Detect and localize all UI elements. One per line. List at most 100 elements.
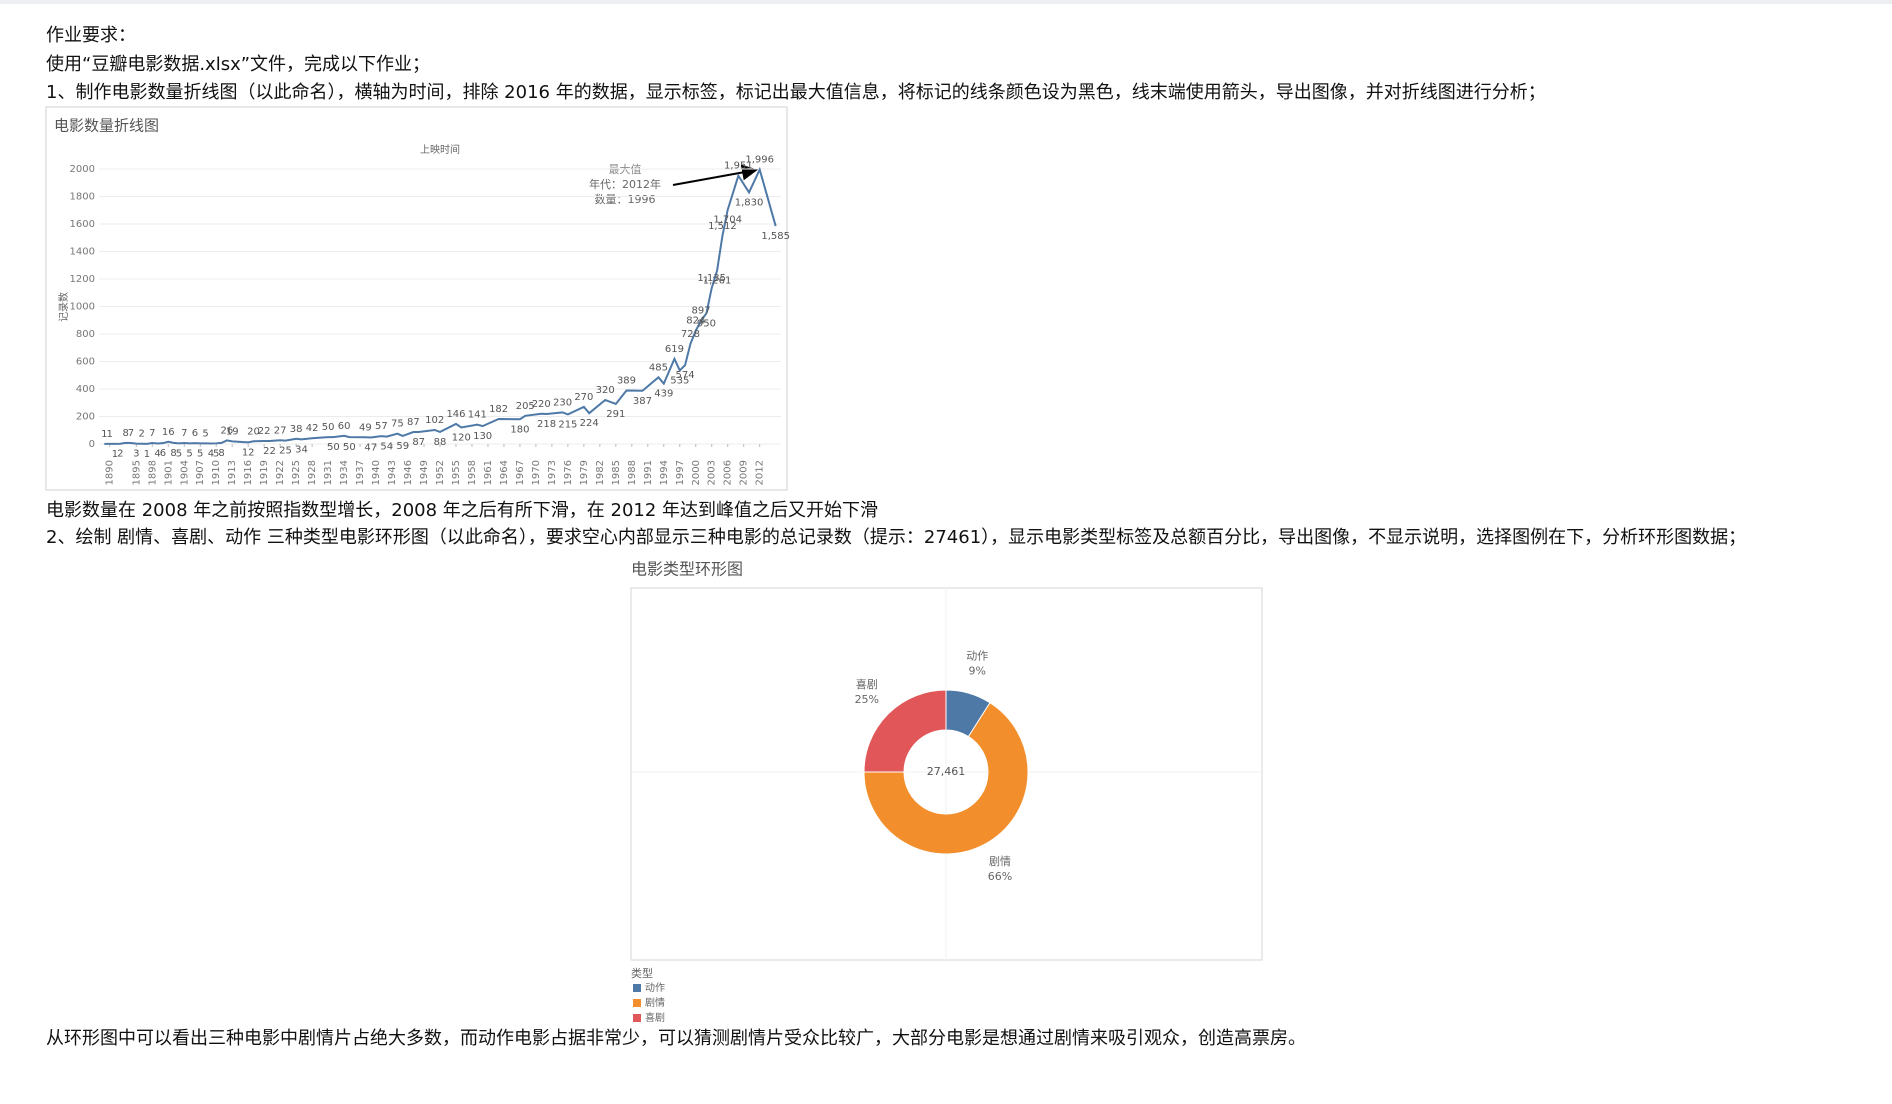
y-tick-label: 800 bbox=[76, 329, 95, 340]
data-label: 180 bbox=[510, 424, 529, 435]
x-tick-label: 1946 bbox=[403, 460, 414, 485]
data-label: 387 bbox=[633, 396, 652, 407]
x-tick-label: 2006 bbox=[723, 460, 734, 485]
x-tick-label: 2000 bbox=[691, 460, 702, 485]
x-tick-label: 1973 bbox=[547, 460, 558, 485]
data-label: 88 bbox=[434, 437, 447, 448]
data-label: 6 bbox=[192, 428, 198, 439]
x-axis-title: 上映时间 bbox=[420, 143, 460, 156]
y-tick-label: 200 bbox=[76, 412, 95, 423]
segment-label: 剧情 bbox=[989, 855, 1011, 868]
x-tick-label: 1937 bbox=[355, 460, 366, 485]
data-label: 950 bbox=[697, 318, 716, 329]
legend-title: 类型 bbox=[631, 966, 653, 980]
data-label: 59 bbox=[396, 441, 409, 452]
center-total: 27,461 bbox=[927, 765, 966, 778]
x-tick-label: 1985 bbox=[611, 460, 622, 485]
data-label: 50 bbox=[343, 442, 356, 453]
x-tick-label: 1967 bbox=[515, 460, 526, 485]
data-label: 54 bbox=[380, 442, 393, 453]
data-label: 485 bbox=[649, 362, 668, 373]
data-label: 1 bbox=[106, 429, 112, 440]
x-tick-label: 1934 bbox=[339, 460, 350, 485]
data-label: 1,135 bbox=[697, 273, 726, 284]
data-label: 2 bbox=[117, 449, 123, 460]
segment-percent: 9% bbox=[969, 664, 986, 677]
data-label: 8 bbox=[218, 448, 224, 459]
x-tick-label: 1904 bbox=[179, 460, 190, 485]
y-tick-label: 0 bbox=[89, 439, 95, 450]
data-label: 60 bbox=[338, 421, 351, 432]
data-label: 1,261 bbox=[703, 276, 732, 287]
data-label: 49 bbox=[359, 422, 372, 433]
data-label: 8 bbox=[122, 428, 128, 439]
data-label: 27 bbox=[274, 425, 287, 436]
y-tick-label: 1400 bbox=[70, 247, 95, 258]
data-label: 22 bbox=[258, 426, 271, 437]
x-tick-label: 2012 bbox=[755, 460, 766, 485]
data-label: 25 bbox=[279, 446, 292, 457]
x-tick-label: 1979 bbox=[579, 460, 590, 485]
data-label: 42 bbox=[306, 423, 319, 434]
x-tick-label: 1991 bbox=[643, 460, 654, 485]
data-label: 291 bbox=[606, 409, 625, 420]
data-label: 897 bbox=[692, 306, 711, 317]
paragraph: 电影数量在 2008 年之前按照指数型增长，2008 年之后有所下滑，在 201… bbox=[46, 500, 879, 521]
x-tick-label: 1955 bbox=[451, 460, 462, 485]
data-label: 439 bbox=[654, 389, 673, 400]
data-label: 130 bbox=[473, 431, 492, 442]
legend-label: 剧情 bbox=[645, 996, 665, 1009]
x-tick-label: 1988 bbox=[627, 460, 638, 485]
data-label: 1 bbox=[112, 449, 118, 460]
y-tick-label: 1600 bbox=[70, 219, 95, 230]
data-label: 146 bbox=[446, 409, 465, 420]
data-label: 19 bbox=[226, 426, 239, 437]
data-label: 1 bbox=[101, 429, 107, 440]
annotation-arrow bbox=[672, 164, 758, 186]
legend-swatch bbox=[633, 1014, 641, 1022]
segment-percent: 66% bbox=[988, 870, 1012, 883]
segment-percent: 25% bbox=[855, 693, 879, 706]
x-tick-label: 1931 bbox=[323, 460, 334, 485]
data-label: 1 bbox=[144, 449, 150, 460]
chart-title: 电影类型环形图 bbox=[631, 560, 743, 579]
segment-label: 喜剧 bbox=[856, 678, 878, 691]
x-tick-label: 1952 bbox=[435, 460, 446, 485]
data-label: 50 bbox=[327, 442, 340, 453]
data-label: 102 bbox=[425, 415, 444, 426]
data-label: 87 bbox=[412, 437, 425, 448]
data-label: 7 bbox=[181, 428, 187, 439]
data-label: 50 bbox=[322, 422, 335, 433]
data-label: 220 bbox=[532, 399, 551, 410]
data-label: 5 bbox=[176, 448, 182, 459]
data-label: 5 bbox=[213, 448, 219, 459]
y-tick-label: 1000 bbox=[70, 302, 95, 313]
paragraph: 从环形图中可以看出三种电影中剧情片占绝大多数，而动作电影占据非常少，可以猜测剧情… bbox=[46, 1028, 1306, 1049]
legend-swatch bbox=[633, 999, 641, 1007]
data-label: 20 bbox=[247, 426, 260, 437]
paragraph: 作业要求： bbox=[46, 25, 136, 46]
annotation: 数量：1996 bbox=[595, 193, 656, 206]
data-label: 215 bbox=[558, 419, 577, 430]
paragraph: 1、制作电影数量折线图（以此命名），横轴为时间，排除 2016 年的数据，显示标… bbox=[46, 82, 1546, 103]
data-label: 1,512 bbox=[708, 221, 737, 232]
data-label: 2 bbox=[138, 429, 144, 440]
data-label: 75 bbox=[391, 419, 404, 430]
x-tick-label: 1976 bbox=[563, 460, 574, 485]
x-tick-label: 1898 bbox=[147, 460, 158, 485]
chart-title: 电影数量折线图 bbox=[54, 117, 159, 135]
annotation: 年代：2012年 bbox=[589, 177, 661, 191]
x-tick-label: 1982 bbox=[595, 460, 606, 485]
data-label: 34 bbox=[295, 444, 308, 455]
donut-segment bbox=[863, 689, 947, 773]
legend-label: 喜剧 bbox=[645, 1011, 665, 1024]
data-label: 120 bbox=[452, 433, 471, 444]
data-label: 1,585 bbox=[761, 231, 790, 242]
y-tick-label: 600 bbox=[76, 357, 95, 368]
data-label: 1,951 bbox=[724, 161, 753, 172]
x-tick-label: 1919 bbox=[259, 460, 270, 485]
y-tick-label: 1800 bbox=[70, 192, 95, 203]
y-tick-label: 2000 bbox=[70, 164, 95, 175]
data-label: 141 bbox=[468, 410, 487, 421]
